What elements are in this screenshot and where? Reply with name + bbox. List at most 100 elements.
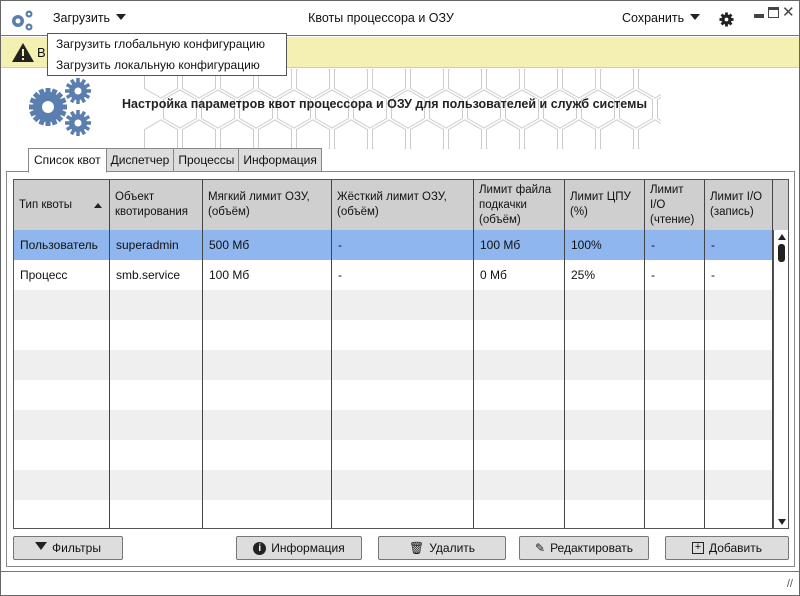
table-cell: -: [705, 260, 773, 290]
table-cell: [203, 290, 332, 320]
header-description: Настройка параметров квот процессора и О…: [122, 97, 648, 111]
table-cell: Пользователь: [14, 230, 110, 260]
table-cell: [110, 500, 203, 528]
scroll-down-icon[interactable]: [778, 519, 786, 525]
table-cell: [645, 320, 705, 350]
column-header[interactable]: Лимит I/O (чтение): [645, 180, 705, 230]
warning-text: В: [37, 45, 46, 60]
column-header[interactable]: Лимит ЦПУ (%): [565, 180, 645, 230]
table-row: [14, 290, 773, 320]
table-cell: [332, 320, 474, 350]
header-gears-icon: [29, 78, 91, 136]
minimize-icon[interactable]: [754, 14, 764, 18]
table-cell: -: [645, 230, 705, 260]
table-row[interactable]: Процесс smb.service 100 Мб -0 Мб 25% - -: [14, 260, 773, 290]
vertical-scrollbar[interactable]: [773, 230, 788, 528]
close-icon[interactable]: ✕: [782, 4, 795, 21]
column-header-label: Лимит I/O (запись): [710, 191, 763, 218]
table-cell: [203, 380, 332, 410]
save-menu-button[interactable]: Сохранить: [622, 11, 701, 25]
table-cell: [203, 350, 332, 380]
table-cell: [203, 320, 332, 350]
table-cell: [14, 380, 110, 410]
trash-icon: 🗑: [408, 541, 425, 555]
table-cell: [705, 440, 773, 470]
table-cell: [14, 440, 110, 470]
column-header-label: Мягкий лимит ОЗУ, (объём): [208, 191, 310, 218]
tab-processes[interactable]: Процессы: [173, 148, 240, 172]
filter-icon: [35, 542, 48, 550]
table-cell: [14, 320, 110, 350]
table-cell: 0 Мб: [474, 260, 565, 290]
table-cell: [203, 410, 332, 440]
edit-button[interactable]: ✎ Редактировать: [519, 536, 649, 560]
table-cell: [14, 410, 110, 440]
table-cell: [332, 500, 474, 528]
table-cell: [474, 380, 565, 410]
table-row: [14, 380, 773, 410]
column-header[interactable]: Жёсткий лимит ОЗУ, (объём): [332, 180, 474, 230]
table-cell: [565, 440, 645, 470]
info-label: Информация: [271, 541, 345, 555]
tab-dispatcher[interactable]: Диспетчер: [105, 148, 175, 172]
table-cell: -: [332, 230, 474, 260]
table-cell: 100 Мб: [203, 260, 332, 290]
table-cell: superadmin: [110, 230, 203, 260]
edit-label: Редактировать: [550, 541, 633, 555]
table-cell: [110, 350, 203, 380]
delete-button[interactable]: 🗑 Удалить: [378, 536, 506, 560]
tab-information[interactable]: Информация: [238, 148, 322, 172]
title-bar: Загрузить Квоты процессора и ОЗУ Сохрани…: [1, 1, 799, 36]
table-cell: 500 Мб: [203, 230, 332, 260]
maximize-icon[interactable]: [768, 7, 779, 18]
table-cell: [645, 470, 705, 500]
info-button[interactable]: i Информация: [236, 536, 362, 560]
table-row[interactable]: Пользователь superadmin 500 Мб -100 Мб 100% -…: [14, 230, 773, 260]
table-cell: -: [645, 260, 705, 290]
table-cell: [203, 440, 332, 470]
table-cell: [110, 440, 203, 470]
table-cell: [110, 320, 203, 350]
settings-gear-icon[interactable]: [719, 12, 734, 27]
table-cell: [332, 440, 474, 470]
add-label: Добавить: [708, 541, 763, 555]
table-cell: 100%: [565, 230, 645, 260]
table-cell: [645, 290, 705, 320]
chevron-down-icon: [116, 14, 127, 20]
scrollbar-thumb[interactable]: [778, 244, 785, 262]
menu-item-load-global[interactable]: Загрузить глобальную конфигурацию: [56, 37, 265, 51]
column-header[interactable]: Тип квоты: [14, 180, 110, 230]
table-cell: [645, 500, 705, 528]
resize-grip-icon[interactable]: //: [786, 578, 793, 590]
sort-ascending-icon: [94, 202, 102, 208]
table-cell: -: [332, 260, 474, 290]
menu-item-load-local[interactable]: Загрузить локальную конфигурацию: [56, 58, 260, 72]
column-header[interactable]: Лимит файла подкачки (объём): [474, 180, 565, 230]
table-cell: [565, 320, 645, 350]
table-cell: [110, 290, 203, 320]
scroll-up-icon[interactable]: [778, 234, 786, 240]
warning-icon: [12, 43, 34, 62]
filters-button[interactable]: Фильтры: [13, 536, 123, 560]
table-cell: [705, 470, 773, 500]
column-header-label: Лимит I/O (чтение): [650, 183, 695, 226]
column-header[interactable]: Объект квотирования: [110, 180, 203, 230]
table-cell: [565, 500, 645, 528]
table-cell: [565, 410, 645, 440]
table-cell: [474, 290, 565, 320]
column-header[interactable]: Мягкий лимит ОЗУ, (объём): [203, 180, 332, 230]
tab-quota-list[interactable]: Список квот: [28, 148, 107, 173]
table-cell: [474, 410, 565, 440]
table-cell: [705, 290, 773, 320]
add-button[interactable]: + Добавить: [665, 536, 789, 560]
table-cell: [565, 350, 645, 380]
chevron-down-icon: [690, 14, 701, 20]
table-row: [14, 350, 773, 380]
column-header-label: Объект квотирования: [115, 191, 189, 218]
load-menu-button[interactable]: Загрузить: [53, 11, 127, 25]
table-cell: [110, 470, 203, 500]
table-cell: [565, 380, 645, 410]
column-header-label: Лимит файла подкачки (объём): [479, 183, 552, 226]
column-header[interactable]: Лимит I/O (запись): [705, 180, 773, 230]
table-cell: [332, 350, 474, 380]
